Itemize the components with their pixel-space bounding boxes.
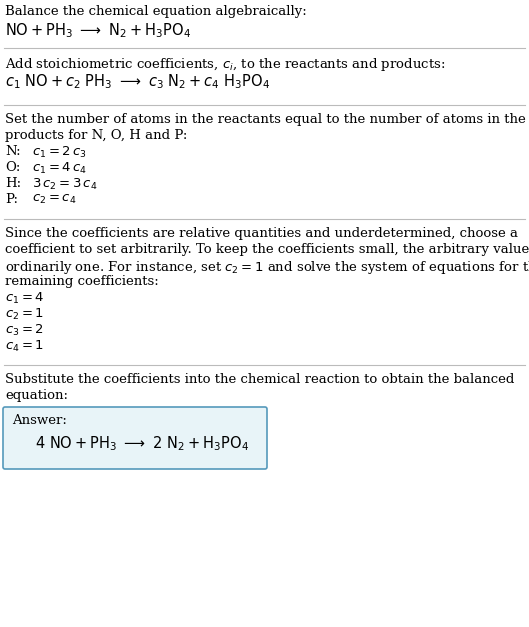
Text: Answer:: Answer:: [12, 414, 67, 427]
FancyBboxPatch shape: [3, 407, 267, 469]
Text: Since the coefficients are relative quantities and underdetermined, choose a: Since the coefficients are relative quan…: [5, 227, 518, 240]
Text: P:: P:: [5, 193, 18, 206]
Text: equation:: equation:: [5, 389, 68, 402]
Text: Balance the chemical equation algebraically:: Balance the chemical equation algebraica…: [5, 5, 307, 18]
Text: Add stoichiometric coefficients, $c_i$, to the reactants and products:: Add stoichiometric coefficients, $c_i$, …: [5, 56, 445, 73]
Text: N:: N:: [5, 145, 21, 158]
Text: $c_3 = 2$: $c_3 = 2$: [5, 323, 44, 338]
Text: Substitute the coefficients into the chemical reaction to obtain the balanced: Substitute the coefficients into the che…: [5, 373, 514, 386]
Text: Set the number of atoms in the reactants equal to the number of atoms in the: Set the number of atoms in the reactants…: [5, 113, 526, 126]
Text: products for N, O, H and P:: products for N, O, H and P:: [5, 129, 187, 142]
Text: $c_1\ \mathrm{NO} + c_2\ \mathrm{PH_3}\ \longrightarrow\ c_3\ \mathrm{N_2} + c_4: $c_1\ \mathrm{NO} + c_2\ \mathrm{PH_3}\ …: [5, 72, 270, 91]
Text: H:: H:: [5, 177, 21, 190]
Text: $3\,c_2 = 3\,c_4$: $3\,c_2 = 3\,c_4$: [32, 177, 97, 192]
Text: $c_2 = c_4$: $c_2 = c_4$: [32, 193, 76, 206]
Text: $\mathrm{NO + PH_3 \ \longrightarrow \ N_2 + H_3PO_4}$: $\mathrm{NO + PH_3 \ \longrightarrow \ N…: [5, 21, 191, 40]
Text: $c_1 = 4$: $c_1 = 4$: [5, 291, 44, 306]
Text: remaining coefficients:: remaining coefficients:: [5, 275, 159, 288]
Text: $c_2 = 1$: $c_2 = 1$: [5, 307, 44, 322]
Text: coefficient to set arbitrarily. To keep the coefficients small, the arbitrary va: coefficient to set arbitrarily. To keep …: [5, 243, 529, 256]
Text: O:: O:: [5, 161, 21, 174]
Text: $\mathrm{4\ NO + PH_3\ \longrightarrow\ 2\ N_2 + H_3PO_4}$: $\mathrm{4\ NO + PH_3\ \longrightarrow\ …: [35, 434, 249, 453]
Text: $c_4 = 1$: $c_4 = 1$: [5, 339, 44, 354]
Text: $c_1 = 2\,c_3$: $c_1 = 2\,c_3$: [32, 145, 87, 160]
Text: $c_1 = 4\,c_4$: $c_1 = 4\,c_4$: [32, 161, 87, 176]
Text: ordinarily one. For instance, set $c_2 = 1$ and solve the system of equations fo: ordinarily one. For instance, set $c_2 =…: [5, 259, 529, 276]
